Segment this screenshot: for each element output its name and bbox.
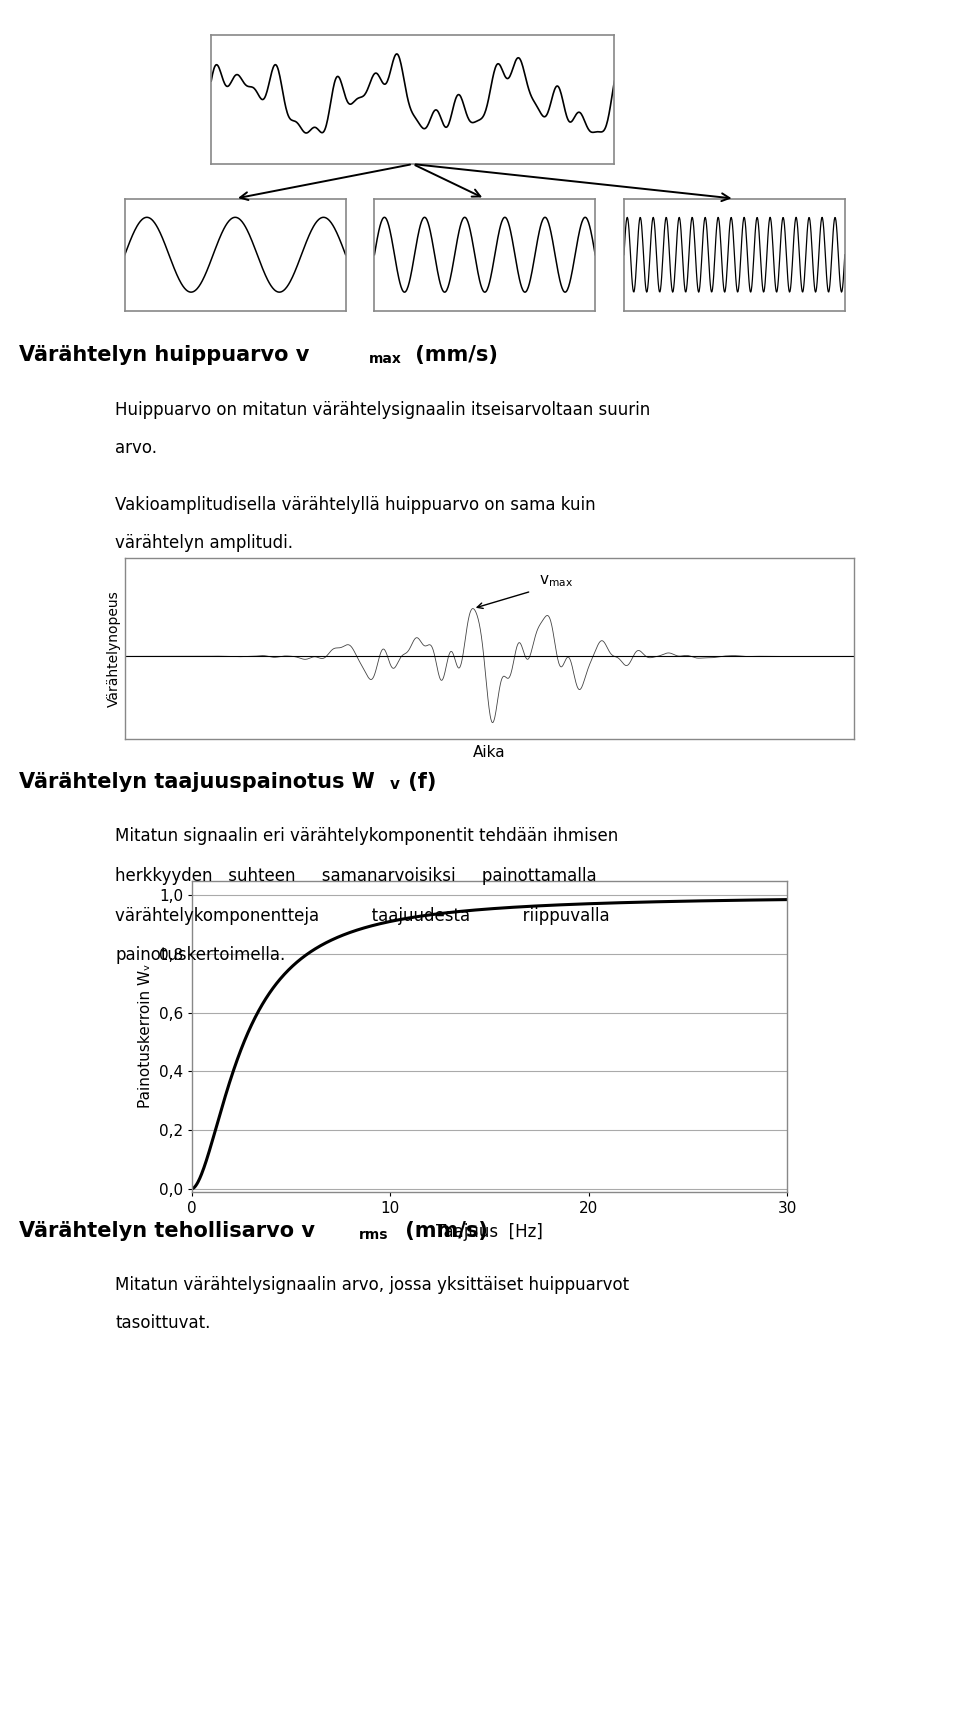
Text: Mitatun värähtelysignaalin arvo, jossa yksittäiset huippuarvot: Mitatun värähtelysignaalin arvo, jossa y…	[115, 1276, 630, 1294]
Text: (mm/s): (mm/s)	[408, 345, 498, 366]
Text: Vakioamplitudisella värähtelyllä huippuarvo on sama kuin: Vakioamplitudisella värähtelyllä huippua…	[115, 496, 596, 513]
Text: arvo.: arvo.	[115, 439, 157, 456]
Text: rms: rms	[359, 1228, 389, 1242]
Text: (mm/s): (mm/s)	[398, 1221, 489, 1242]
Text: painotuskertoimella.: painotuskertoimella.	[115, 946, 285, 964]
Text: värähtelyn amplitudi.: värähtelyn amplitudi.	[115, 534, 293, 551]
Text: max: max	[369, 352, 401, 366]
Text: Huippuarvo on mitatun värähtelysignaalin itseisarvoltaan suurin: Huippuarvo on mitatun värähtelysignaalin…	[115, 401, 651, 418]
Y-axis label: Värähtelynopeus: Värähtelynopeus	[107, 591, 121, 706]
Text: (f): (f)	[401, 772, 437, 793]
Text: Värähtelyn huippuarvo v: Värähtelyn huippuarvo v	[19, 345, 309, 366]
Y-axis label: Painotuskerroin Wᵥ: Painotuskerroin Wᵥ	[138, 964, 154, 1109]
Text: tasoittuvat.: tasoittuvat.	[115, 1314, 210, 1332]
Text: Värähtelyn tehollisarvo v: Värähtelyn tehollisarvo v	[19, 1221, 315, 1242]
Text: v$_{\mathregular{max}}$: v$_{\mathregular{max}}$	[539, 573, 573, 589]
Text: v: v	[390, 777, 399, 793]
X-axis label: Aika: Aika	[473, 744, 506, 760]
X-axis label: Taajuus  [Hz]: Taajuus [Hz]	[436, 1223, 543, 1240]
Text: herkkyyden   suhteen     samanarvoisiksi     painottamalla: herkkyyden suhteen samanarvoisiksi paino…	[115, 867, 597, 884]
Text: Mitatun signaalin eri värähtelykomponentit tehdään ihmisen: Mitatun signaalin eri värähtelykomponent…	[115, 827, 618, 845]
Text: värähtelykomponentteja          taajuudesta          riippuvalla: värähtelykomponentteja taajuudesta riipp…	[115, 907, 610, 924]
Text: Värähtelyn taajuuspainotus W: Värähtelyn taajuuspainotus W	[19, 772, 375, 793]
